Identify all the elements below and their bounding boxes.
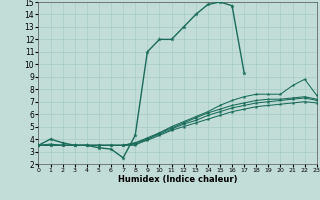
X-axis label: Humidex (Indice chaleur): Humidex (Indice chaleur) <box>118 175 237 184</box>
